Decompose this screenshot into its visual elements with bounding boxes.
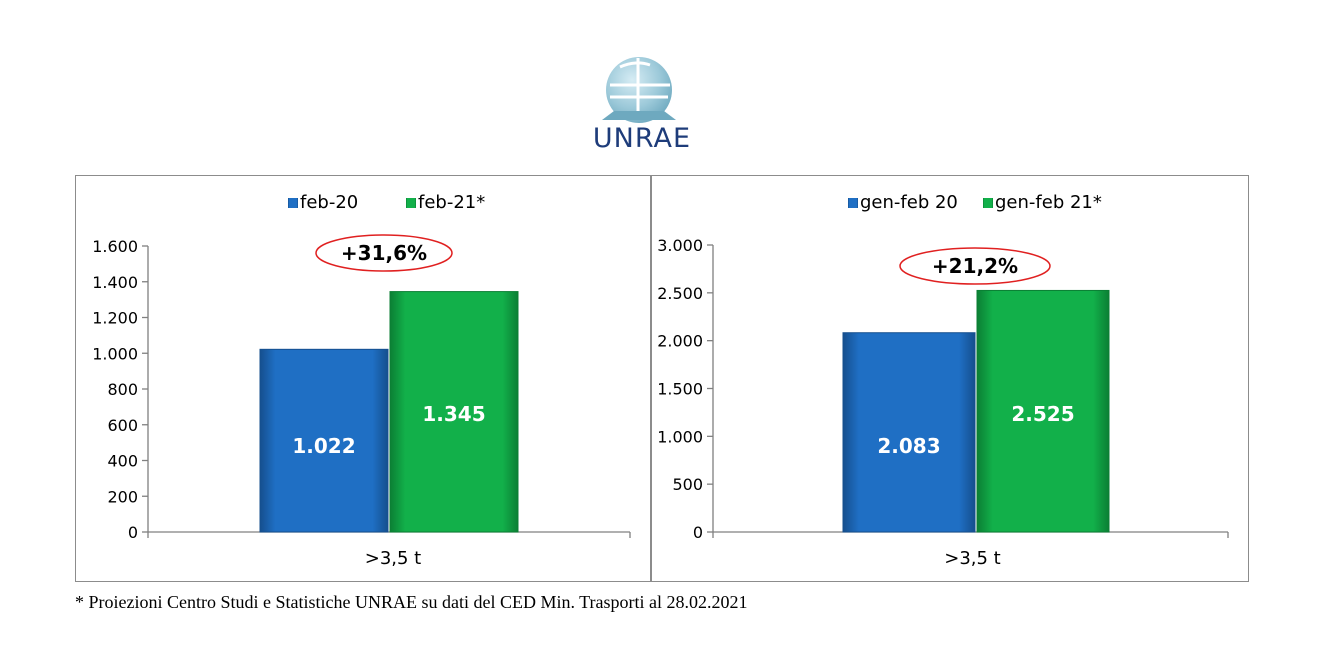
y-tick-label: 2.000: [657, 332, 703, 351]
y-tick-label: 2.500: [657, 284, 703, 303]
logo-text: UNRAE: [593, 123, 691, 154]
y-tick-label: 0: [693, 523, 703, 542]
growth-annotation-ring: [899, 247, 1051, 285]
legend-swatch: [288, 198, 298, 208]
legend-swatch: [406, 198, 416, 208]
legend-label: gen-feb 21*: [995, 192, 1102, 213]
y-tick-label: 0: [128, 523, 138, 542]
bar-data-label: 2.083: [877, 434, 940, 458]
y-tick-label: 500: [672, 475, 703, 494]
legend-swatch: [983, 198, 993, 208]
bar-data-label: 1.022: [292, 434, 355, 458]
y-tick-label: 400: [107, 452, 138, 471]
growth-annotation: +31,6%: [341, 241, 427, 265]
bar-data-label: 2.525: [1011, 402, 1074, 426]
growth-annotation-ring: [315, 234, 453, 272]
bar-green: [976, 289, 1110, 533]
x-category-label: >3,5 t: [944, 548, 1001, 569]
legend-label: gen-feb 20: [860, 192, 958, 213]
unrae-logo: UNRAE: [580, 55, 705, 155]
chart-monthly: 0 200 400 600 800 1.000 1.200 1.400 1.600 1.022 fe…: [92, 192, 631, 569]
chart-cumulative: 0 500 1.000 1.500 2.000 2.500 3.000 2.083 gen-fe…: [657, 192, 1229, 569]
y-tick-label: 1.600: [92, 237, 138, 256]
y-tick-label: 3.000: [657, 236, 703, 255]
chart-panel-monthly: 0 200 400 600 800 1.000 1.200 1.400 1.600 1.022 fe…: [75, 175, 651, 582]
y-tick-label: 1.200: [92, 309, 138, 328]
y-tick-label: 200: [107, 487, 138, 506]
x-category-label: >3,5 t: [365, 548, 422, 569]
bar-data-label: 1.345: [422, 402, 485, 426]
footnote: * Proiezioni Centro Studi e Statistiche …: [75, 592, 748, 612]
growth-annotation: +21,2%: [932, 254, 1018, 278]
chart-panel-cumulative: 0 500 1.000 1.500 2.000 2.500 3.000 2.083 gen-fe…: [651, 175, 1249, 582]
bar-blue: [842, 332, 976, 533]
y-tick-label: 1.400: [92, 273, 138, 292]
legend-label: feb-20: [300, 192, 358, 213]
legend-swatch: [848, 198, 858, 208]
legend-label: feb-21*: [418, 192, 485, 213]
bar-green: [389, 291, 519, 533]
bar-blue: [259, 348, 389, 533]
y-tick-label: 800: [107, 380, 138, 399]
y-tick-label: 600: [107, 416, 138, 435]
y-tick-label: 1.000: [657, 427, 703, 446]
y-tick-label: 1.500: [657, 380, 703, 399]
y-tick-label: 1.000: [92, 344, 138, 363]
